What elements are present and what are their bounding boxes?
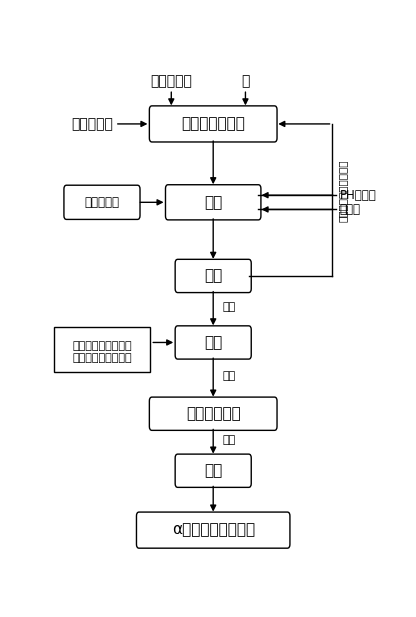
Text: 配制反相微乳液: 配制反相微乳液 <box>181 117 245 131</box>
Text: 过滤: 过滤 <box>204 268 222 283</box>
FancyBboxPatch shape <box>149 397 277 431</box>
Text: 终止水化反应: 终止水化反应 <box>186 406 240 421</box>
Text: 有机杂后再循环使用: 有机杂后再循环使用 <box>72 353 132 363</box>
Text: 洗涤: 洗涤 <box>204 335 222 350</box>
Bar <box>54 327 150 372</box>
FancyBboxPatch shape <box>149 106 277 142</box>
Text: 脂肪伯类醇: 脂肪伯类醇 <box>150 74 192 88</box>
FancyBboxPatch shape <box>136 512 290 548</box>
Text: 固相: 固相 <box>223 435 236 445</box>
Text: 原状磷石膏: 原状磷石膏 <box>84 196 119 209</box>
Text: α型半水硫酸钙晶须: α型半水硫酸钙晶须 <box>172 523 255 537</box>
Text: 固相: 固相 <box>223 302 236 312</box>
Text: 水: 水 <box>241 74 250 88</box>
FancyBboxPatch shape <box>175 326 251 359</box>
Text: 表面活性剂: 表面活性剂 <box>72 117 113 131</box>
FancyBboxPatch shape <box>64 185 140 220</box>
FancyBboxPatch shape <box>166 184 261 220</box>
Text: 烘干: 烘干 <box>204 463 222 478</box>
Text: 液相（洗涤液）去除: 液相（洗涤液）去除 <box>72 341 132 351</box>
Text: 促晶剂: 促晶剂 <box>339 203 361 216</box>
Text: PH调节剂: PH调节剂 <box>339 189 376 202</box>
Text: 制备: 制备 <box>204 195 222 210</box>
FancyBboxPatch shape <box>175 454 251 487</box>
Text: 液相（乳液）循环使用: 液相（乳液）循环使用 <box>337 159 347 222</box>
FancyBboxPatch shape <box>175 259 251 292</box>
Text: 固相: 固相 <box>223 371 236 381</box>
